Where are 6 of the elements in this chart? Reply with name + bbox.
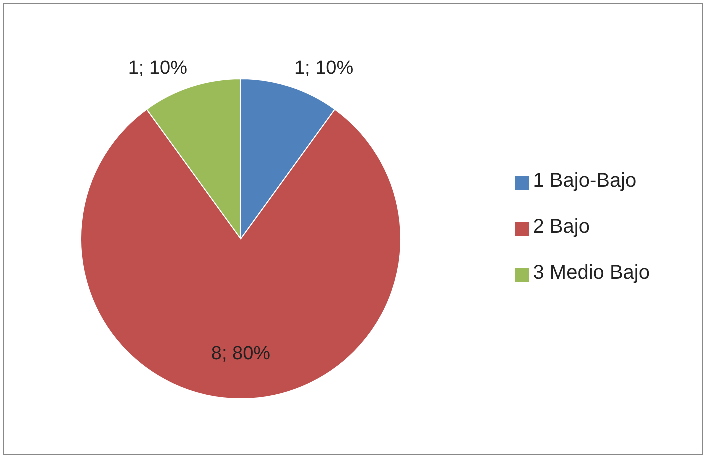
legend-label: 3 Medio Bajo <box>533 262 650 284</box>
legend-label: 2 Bajo <box>533 216 590 238</box>
data-label: 8; 80% <box>211 344 271 365</box>
legend-label: 1 Bajo-Bajo <box>533 170 637 192</box>
data-label: 1; 10% <box>128 58 188 80</box>
data-label: 1; 10% <box>294 58 354 80</box>
